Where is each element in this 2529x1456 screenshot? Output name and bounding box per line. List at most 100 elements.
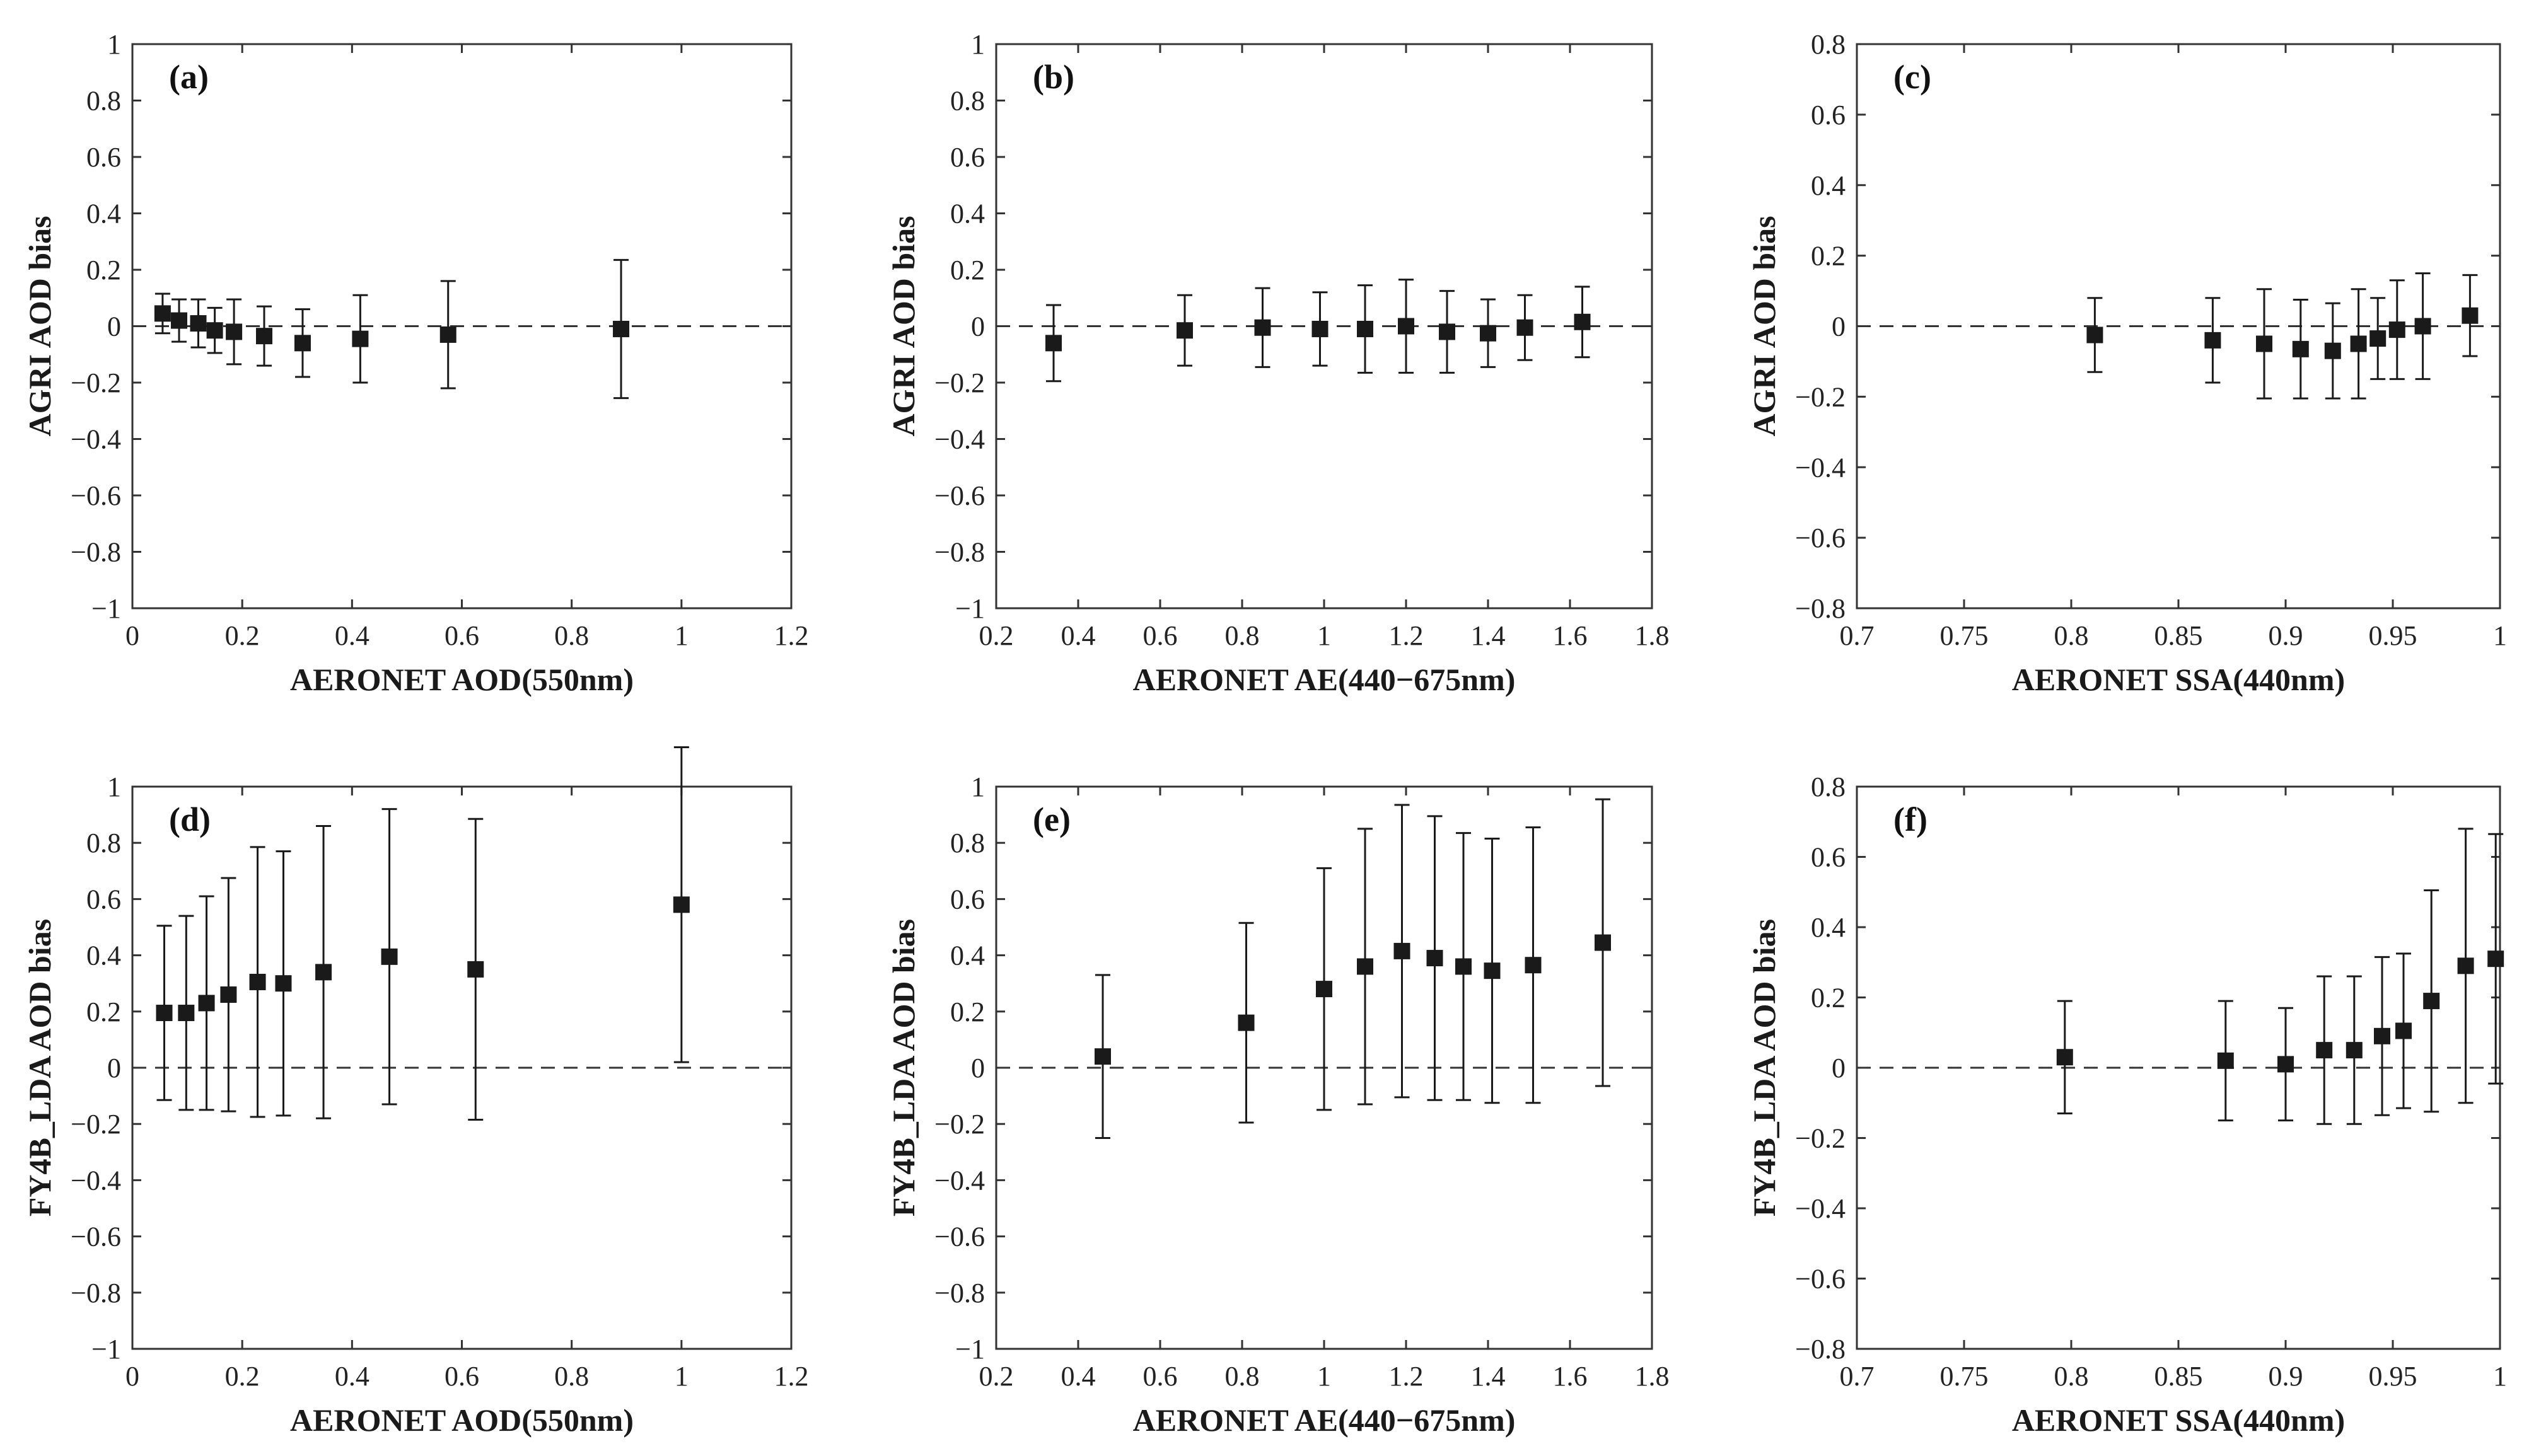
- x-tick-label: 0.7: [1840, 620, 1875, 651]
- y-tick-label: −0.4: [1795, 1193, 1846, 1224]
- data-point-marker: [2395, 1022, 2412, 1039]
- x-tick-label: 0.85: [2154, 620, 2203, 651]
- data-point-marker: [2369, 330, 2387, 347]
- y-tick-label: 0.2: [1811, 241, 1846, 272]
- x-tick-label: 0.8: [1225, 1361, 1260, 1392]
- y-axis-label: FY4B_LDA AOD bias: [886, 919, 921, 1216]
- y-tick-label: 0.6: [950, 142, 985, 173]
- x-tick-label: 0.8: [554, 620, 589, 651]
- data-point-marker: [1439, 323, 1455, 340]
- data-point-marker: [1316, 981, 1332, 998]
- x-tick-label: 0.75: [1940, 620, 1989, 651]
- y-tick-label: 0.2: [86, 255, 121, 286]
- y-tick-label: −0.8: [71, 1278, 121, 1309]
- x-tick-label: 0.7: [1840, 1361, 1875, 1392]
- x-tick-label: 1.2: [1389, 620, 1424, 651]
- panel-label: (a): [169, 58, 209, 96]
- y-tick-label: −0.8: [1795, 1334, 1846, 1365]
- y-axis-label: AGRI AOD bias: [22, 216, 57, 436]
- x-tick-label: 0.4: [335, 1361, 369, 1392]
- y-tick-label: −0.2: [934, 1109, 985, 1140]
- data-point-marker: [256, 328, 272, 345]
- y-tick-label: 0.2: [1811, 983, 1846, 1014]
- x-tick-label: 0.95: [2369, 1361, 2417, 1392]
- panel-d: 0 0.2 0.4 0.6 0.8 1 1.2 −1 −0.8 −0.6 −0.4 −0.2 0 0.2 0…: [22, 746, 809, 1438]
- data-point-marker: [1045, 335, 1062, 352]
- data-point-marker: [1484, 962, 1501, 979]
- y-tick-label: 1: [107, 771, 121, 802]
- y-tick-label: −0.8: [1795, 593, 1846, 624]
- data-point-marker: [2346, 1042, 2363, 1059]
- data-point-marker: [171, 312, 188, 329]
- panel-label: (b): [1033, 58, 1074, 96]
- data-point-marker: [2487, 950, 2504, 968]
- x-tick-label: 1.8: [1635, 620, 1670, 651]
- y-tick-label: −1: [955, 1334, 985, 1365]
- x-tick-label: 1.2: [1389, 1361, 1424, 1392]
- data-point-marker: [613, 320, 630, 337]
- y-tick-label: 0.4: [86, 199, 121, 229]
- x-tick-label: 0.4: [1061, 1361, 1096, 1392]
- y-tick-label: 0.2: [950, 255, 985, 286]
- data-point-marker: [2086, 326, 2103, 344]
- y-tick-label: 0: [971, 1053, 985, 1083]
- x-tick-label: 0.6: [1143, 1361, 1178, 1392]
- y-tick-label: −0.4: [71, 424, 121, 455]
- x-tick-label: 1: [2493, 1361, 2507, 1392]
- x-axis-label: AERONET AOD(550nm): [290, 1402, 634, 1438]
- x-tick-label: 0.6: [445, 620, 479, 651]
- y-tick-label: 0.4: [1811, 912, 1846, 943]
- x-tick-label: 0: [125, 1361, 139, 1392]
- y-tick-label: 0.8: [1811, 771, 1846, 802]
- y-tick-label: −0.4: [934, 1165, 985, 1196]
- data-point-marker: [2316, 1042, 2333, 1059]
- data-point-marker: [315, 964, 332, 981]
- data-point-marker: [156, 1005, 173, 1022]
- data-point-marker: [2277, 1056, 2294, 1073]
- data-point-marker: [154, 305, 171, 322]
- x-axis-label: AERONET AE(440−675nm): [1133, 662, 1516, 697]
- x-tick-label: 1.8: [1635, 1361, 1670, 1392]
- panel-a: 0 0.2 0.4 0.6 0.8 1 1.2 −1 −0.8 −0.6 −0.4 −0.2 0 0.2 0…: [22, 29, 809, 697]
- x-tick-label: 0.85: [2154, 1361, 2203, 1392]
- x-axis-label: AERONET SSA(440nm): [2012, 1402, 2345, 1438]
- y-tick-label: −0.6: [71, 1222, 121, 1252]
- y-tick-label: −0.4: [1795, 452, 1846, 483]
- x-tick-label: 1: [675, 620, 689, 651]
- y-tick-label: 0.6: [1811, 100, 1846, 130]
- x-axis-label: AERONET AOD(550nm): [290, 662, 634, 697]
- data-point-marker: [226, 323, 243, 340]
- y-tick-label: −1: [91, 593, 121, 624]
- data-point-marker: [294, 335, 311, 352]
- x-axis-label: AERONET SSA(440nm): [2012, 662, 2345, 697]
- y-tick-label: −1: [91, 1334, 121, 1365]
- x-tick-label: 1: [1317, 620, 1331, 651]
- data-point-marker: [190, 315, 207, 332]
- data-point-marker: [220, 986, 237, 1003]
- data-point-marker: [1357, 320, 1373, 337]
- data-point-marker: [381, 948, 398, 965]
- data-point-marker: [352, 330, 369, 347]
- data-point-marker: [2292, 340, 2309, 357]
- y-tick-label: −1: [955, 593, 985, 624]
- data-point-marker: [2423, 993, 2440, 1010]
- data-point-marker: [2457, 957, 2474, 974]
- x-axis-label: AERONET AE(440−675nm): [1133, 1402, 1516, 1438]
- data-point-marker: [1426, 950, 1443, 967]
- x-tick-label: 0.2: [225, 620, 260, 651]
- x-tick-label: 1.4: [1471, 1361, 1506, 1392]
- panel-c: 0.7 0.75 0.8 0.85 0.9 0.95 1 −0.8 −0.6 −0.4 −0.2 0 0…: [1747, 29, 2507, 697]
- x-tick-label: 0: [125, 620, 139, 651]
- y-tick-label: 0.4: [86, 940, 121, 971]
- y-tick-label: 0: [1832, 311, 1846, 342]
- x-tick-label: 0.9: [2269, 620, 2303, 651]
- data-point-marker: [1393, 942, 1410, 959]
- y-tick-label: −0.8: [934, 1278, 985, 1309]
- panel-label: (d): [169, 800, 211, 838]
- data-point-marker: [1516, 319, 1533, 336]
- y-tick-label: −0.2: [71, 367, 121, 398]
- y-tick-label: 0.6: [1811, 842, 1846, 873]
- y-axis-label: AGRI AOD bias: [1747, 216, 1782, 436]
- panel-f: 0.7 0.75 0.8 0.85 0.9 0.95 1 −0.8 −0.6 −0.4 −0.2 0 0…: [1747, 771, 2507, 1438]
